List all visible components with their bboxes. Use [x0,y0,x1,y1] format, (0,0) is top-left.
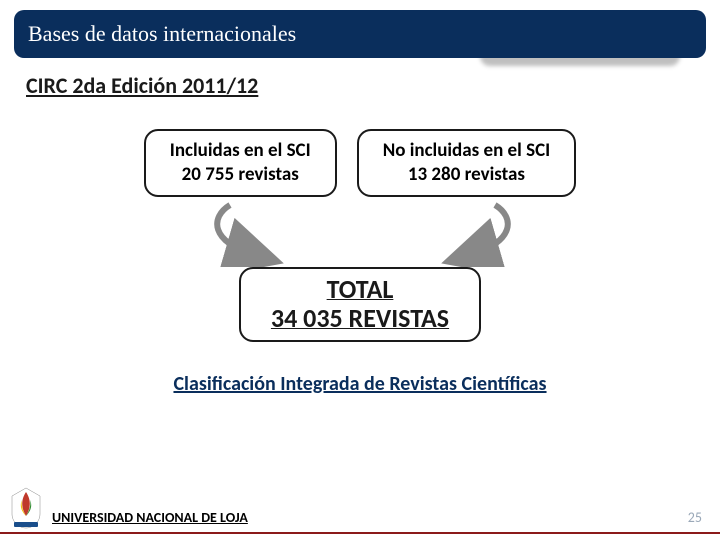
total-line2: 34 035 REVISTAS [271,304,449,334]
university-logo [8,486,44,530]
box-included-line2: 20 755 revistas [170,163,311,187]
box-not-included-line2: 13 280 revistas [383,163,551,187]
box-not-included-line1: No incluidas en el SCI [383,139,551,163]
title-text: Bases de datos internacionales [28,21,296,47]
link-classification[interactable]: Clasificación Integrada de Revistas Cien… [0,372,720,396]
total-box: TOTAL 34 035 REVISTAS [239,267,481,343]
page-number: 25 [688,509,702,530]
box-not-included: No incluidas en el SCI 13 280 revistas [357,129,577,197]
arrow-right [470,205,508,255]
boxes-row: Incluidas en el SCI 20 755 revistas No i… [0,129,720,197]
title-bar: Bases de datos internacionales [14,10,706,58]
box-included: Incluidas en el SCI 20 755 revistas [144,129,337,197]
subtitle: CIRC 2da Edición 2011/12 [26,72,720,99]
arrows-svg [0,197,720,267]
box-included-line1: Incluidas en el SCI [170,139,311,163]
total-line1: TOTAL [271,275,449,305]
footer-org: UNIVERSIDAD NACIONAL DE LOJA [52,509,688,530]
footer: UNIVERSIDAD NACIONAL DE LOJA 25 [0,486,720,534]
arrow-left [217,205,255,255]
arrows-region [0,197,720,267]
